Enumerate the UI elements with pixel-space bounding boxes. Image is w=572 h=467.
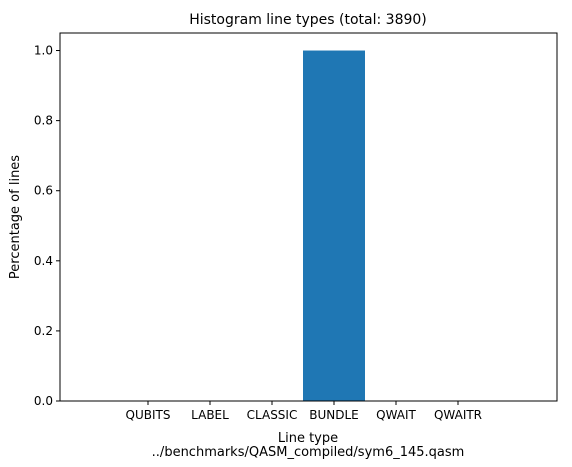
chart-title: Histogram line types (total: 3890) [189, 12, 427, 28]
y-tick-label: 0.4 [34, 254, 53, 268]
y-tick-label: 0.6 [34, 184, 53, 198]
y-tick-label: 0.0 [34, 394, 53, 408]
bars-group [303, 50, 365, 402]
plot-frame [59, 32, 558, 402]
x-tick-label: LABEL [191, 408, 229, 422]
bar-bundle [303, 50, 365, 402]
x-tick-label: QUBITS [126, 408, 171, 422]
x-tick-label: QWAIT [376, 408, 416, 422]
y-tick-label: 0.2 [34, 324, 53, 338]
y-axis-ticks: 0.0 0.2 0.4 0.6 0.8 1.0 [34, 44, 60, 408]
x-axis-subcaption: ../benchmarks/QASM_compiled/sym6_145.qas… [152, 445, 465, 460]
y-tick-label: 1.0 [34, 44, 53, 58]
x-tick-label: QWAITR [434, 408, 482, 422]
x-axis-label: Line type [278, 431, 338, 446]
y-tick-label: 0.8 [34, 114, 53, 128]
x-tick-label: CLASSIC [247, 408, 298, 422]
x-tick-label: BUNDLE [309, 408, 359, 422]
x-axis-ticks: QUBITS LABEL CLASSIC BUNDLE QWAIT QWAITR [126, 401, 482, 422]
y-axis-label: Percentage of lines [8, 155, 23, 279]
